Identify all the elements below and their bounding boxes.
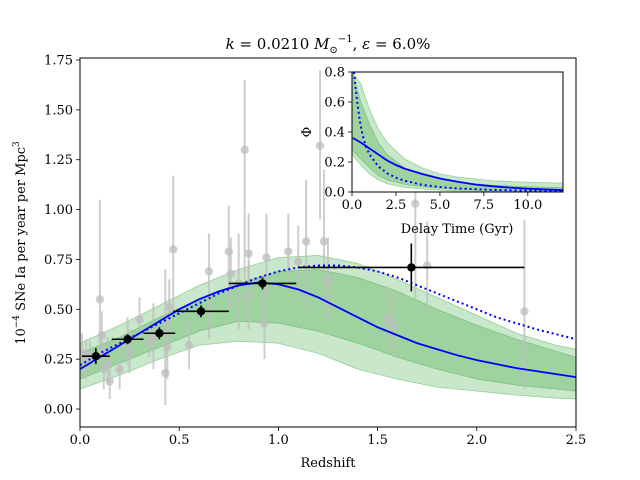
y-tick-label: 1.75	[44, 53, 73, 68]
inset-y-tick-label: 0.8	[324, 66, 345, 81]
main-x-axis: 0.0 0.5 1.0 1.5 2.0 2.5	[70, 427, 587, 448]
literature-data-points	[80, 69, 529, 406]
x-tick-label: 0.5	[169, 433, 190, 448]
inset-band-inner	[352, 72, 563, 192]
literature-point	[115, 364, 124, 374]
literature-point	[423, 261, 432, 270]
main-y-axis: 0.00 0.25 0.50 0.75 1.00 1.25 1.50 1.75	[44, 53, 80, 418]
binned-point	[196, 307, 206, 316]
binned-point	[123, 335, 132, 344]
inset-y-tick-label: 0.0	[324, 186, 345, 201]
inset-x-axis: 0.0 2.5 5.0 7.5 10.0	[342, 192, 542, 213]
main-plot-frame	[79, 57, 577, 428]
inset-delay-curves	[352, 72, 563, 192]
literature-point	[226, 269, 235, 278]
inset-x-tick-label: 0.0	[342, 198, 363, 213]
inset-x-tick-label: 2.5	[386, 198, 407, 213]
literature-point	[383, 315, 392, 324]
literature-point	[99, 364, 109, 374]
inset-y-axis: 0.0 0.2 0.4 0.6 0.8	[324, 66, 352, 201]
x-tick-label: 0.0	[70, 433, 91, 448]
literature-point	[411, 199, 420, 208]
inset-y-tick-label: 0.4	[324, 126, 345, 141]
inset-x-axis-label: Delay Time (Gyr)	[401, 222, 514, 237]
literature-point	[262, 253, 271, 262]
literature-point	[240, 145, 249, 154]
model-curve-solid	[80, 281, 576, 379]
literature-point	[135, 315, 144, 324]
inset-x-tick-label: 10.0	[513, 198, 542, 213]
inset-solid-curve	[352, 137, 563, 191]
literature-point	[97, 331, 107, 340]
literature-point	[244, 291, 253, 300]
x-tick-label: 2.5	[566, 433, 587, 448]
literature-point	[204, 267, 214, 276]
literature-point	[149, 335, 158, 344]
inset-background	[352, 72, 563, 192]
inset-uncertainty-bands	[352, 72, 563, 192]
literature-point	[323, 277, 333, 286]
literature-point	[163, 343, 172, 352]
literature-point	[125, 347, 134, 356]
literature-point	[260, 319, 269, 328]
inset-dotted-curve	[353, 72, 563, 192]
inset-x-tick-label: 5.0	[430, 198, 451, 213]
literature-point	[95, 295, 105, 304]
literature-point	[301, 237, 311, 246]
y-tick-label: 0.00	[44, 403, 73, 418]
literature-point	[294, 257, 303, 266]
binned-data-points	[81, 243, 525, 365]
literature-point	[284, 247, 293, 256]
inset-x-tick-label: 7.5	[474, 198, 495, 213]
literature-point	[315, 141, 325, 150]
y-tick-label: 1.25	[44, 153, 73, 168]
literature-point	[105, 376, 114, 386]
y-tick-label: 0.50	[44, 303, 73, 318]
inset-y-axis-label: Φ	[300, 127, 315, 138]
y-tick-label: 1.50	[44, 103, 73, 118]
x-tick-label: 2.0	[466, 433, 487, 448]
y-tick-label: 1.00	[44, 203, 73, 218]
literature-point	[244, 249, 253, 258]
literature-point	[165, 303, 174, 312]
binned-point	[258, 279, 267, 288]
literature-point	[389, 321, 398, 330]
inset-y-tick-label: 0.6	[324, 96, 345, 111]
literature-point	[169, 245, 178, 254]
main-model-curves	[80, 264, 576, 379]
band-outer	[80, 255, 576, 400]
inset-y-tick-label: 0.2	[324, 156, 345, 171]
y-tick-label: 0.25	[44, 353, 73, 368]
y-tick-label: 0.75	[44, 253, 73, 268]
literature-point	[184, 341, 194, 350]
literature-point	[520, 307, 529, 316]
chart-title: k = 0.0210 M⊙−1, ε = 6.0%	[226, 34, 431, 56]
binned-point	[407, 263, 416, 272]
binned-point	[155, 329, 164, 338]
x-axis-label: Redshift	[300, 456, 356, 471]
x-tick-label: 1.5	[367, 433, 388, 448]
literature-point	[319, 237, 329, 246]
inset-band-outer	[352, 72, 563, 192]
binned-point	[91, 351, 101, 361]
y-axis-label: 10−4 SNe Ia per year per Mpc3	[12, 141, 29, 345]
x-tick-label: 1.0	[268, 433, 289, 448]
